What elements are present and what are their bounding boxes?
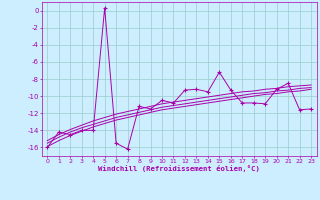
X-axis label: Windchill (Refroidissement éolien,°C): Windchill (Refroidissement éolien,°C): [98, 165, 260, 172]
